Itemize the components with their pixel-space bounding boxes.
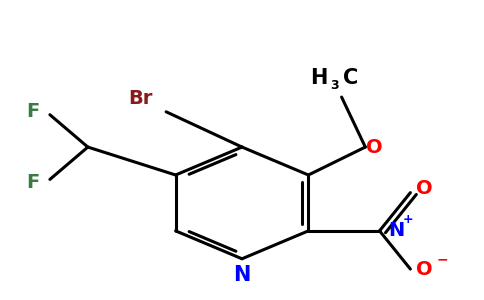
Text: N: N xyxy=(388,221,404,240)
Text: N: N xyxy=(233,265,251,285)
Text: Br: Br xyxy=(128,89,152,108)
Text: F: F xyxy=(27,173,40,192)
Text: O: O xyxy=(366,138,383,157)
Text: 3: 3 xyxy=(330,79,339,92)
Text: H: H xyxy=(310,68,327,88)
Text: −: − xyxy=(437,253,449,267)
Text: +: + xyxy=(403,213,413,226)
Text: O: O xyxy=(416,260,433,279)
Text: O: O xyxy=(416,179,433,198)
Text: C: C xyxy=(344,68,359,88)
Text: F: F xyxy=(27,102,40,121)
